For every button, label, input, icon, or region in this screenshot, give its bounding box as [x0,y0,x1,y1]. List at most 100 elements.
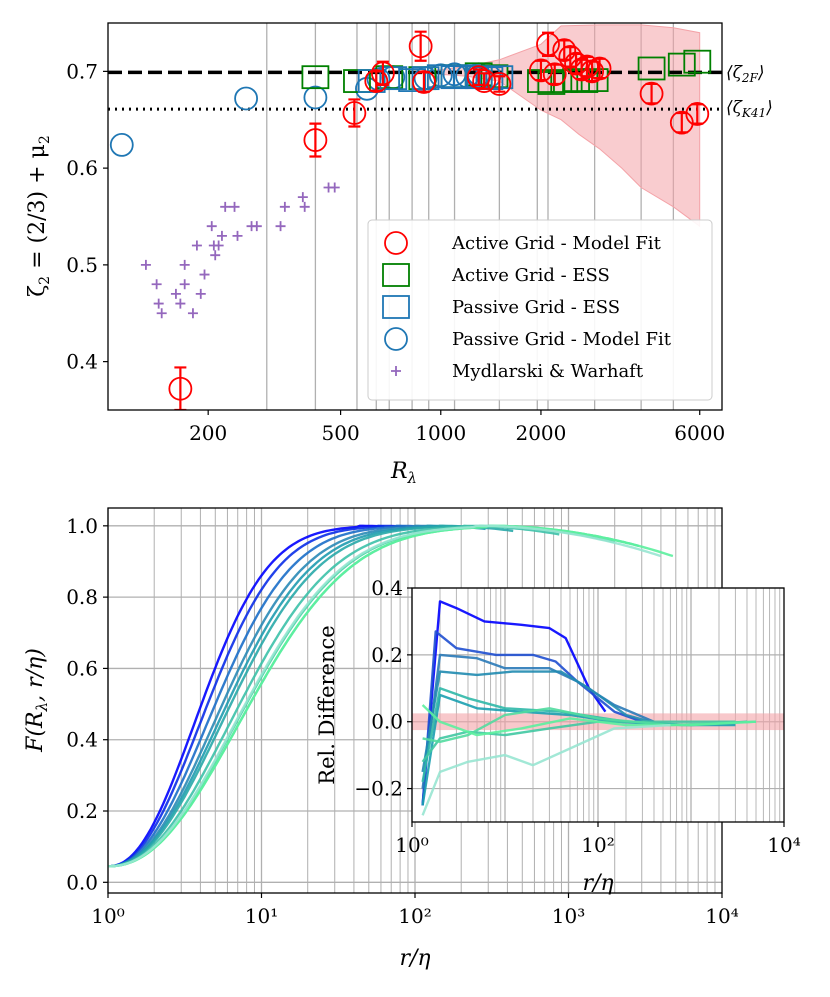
legend-entry-active-grid-ess: Active Grid - ESS [382,263,610,287]
mydlarski-warhaft-point-15 [213,240,224,251]
uncertainty-band [425,24,701,228]
inset-chart: 10⁰ 10² 10⁴ −0.2 0.0 0.2 0.4 r/η Rel. Differe… [315,576,801,896]
mydlarski-warhaft-point-5 [175,298,186,309]
mydlarski-warhaft-point-25 [299,201,310,212]
legend-marker [384,231,408,255]
active-grid-model-fit-point-8 [472,69,497,93]
mydlarski-warhaft-point-22 [275,221,286,232]
y-tick-label: 0.6 [66,656,98,680]
y-tick-label: 0.7 [66,59,98,83]
legend: Active Grid - Model Fit Active Grid - ESS… [367,219,713,401]
curve-curve-11 [108,524,661,868]
curve-curve-6 [108,524,514,868]
y-tick-label: 0.2 [66,799,98,823]
mydlarski-warhaft-point-0 [140,259,151,270]
curve-curve-10 [108,524,674,868]
bottom-y-ticks: 0.0 0.2 0.4 0.6 0.8 1.0 [66,514,108,894]
mydlarski-warhaft-point-24 [297,192,308,203]
legend-marker [382,263,410,287]
active-grid-ess-point-0 [301,65,330,90]
y-tick-label: 0.4 [66,350,98,374]
legend-entry-passive-grid-ess: Passive Grid - ESS [382,295,620,319]
x-tick-label: 1000 [415,421,466,445]
series-mydlarski-warhaft [140,182,340,319]
inset-x-ticks: 10⁰ 10² 10⁴ [395,822,801,857]
bottom-x-ticks: 10⁰ 10¹ 10² 10³ 10⁴ [91,893,739,928]
passive-grid-model-fit-point-0 [109,133,134,157]
active-grid-model-fit-point-19 [587,56,612,81]
active-grid-model-fit-point-9 [487,72,512,96]
x-tick-label: 10³ [552,904,585,928]
x-tick-label: 10⁰ [395,833,428,857]
active-grid-ess-point-14 [667,52,696,77]
top-axes-frame [107,22,723,411]
passive-grid-ess-point-6 [453,64,482,89]
inset-curve-d7 [421,720,736,763]
y-tick-label: 0.4 [66,728,98,752]
ref-label-zeta-2f: ⟨ζ2F⟩ [726,63,764,85]
y-tick-label: −0.2 [354,777,403,801]
active-grid-model-fit-point-3 [364,69,389,93]
error-bar [478,72,491,90]
legend-entry-passive-grid-model-fit: Passive Grid - Model Fit [384,327,672,351]
top-x-axis-label: Rλ [390,459,417,487]
mydlarski-warhaft-point-23 [279,201,290,212]
inset-curve-d4 [421,670,664,773]
mydlarski-warhaft-point-9 [191,240,202,251]
passive-grid-model-fit-point-2 [303,85,328,110]
y-tick-label: 0.6 [66,156,98,180]
inset-series [421,600,757,816]
passive-grid-ess-point-1 [379,66,408,91]
mydlarski-warhaft-point-3 [156,308,167,319]
active-grid-ess-point-15 [683,49,712,74]
inset-curve-d2 [421,630,643,806]
x-tick-label: 10² [398,904,431,928]
error-bar [414,30,427,62]
top-series [109,30,712,410]
x-tick-label: 500 [322,421,360,445]
top-y-axis-label: ζ2 = (2/3) + μ2 [25,135,53,297]
top-x-ticks: 200 500 1000 2000 6000 [189,410,725,445]
active-grid-model-fit-point-5 [408,34,433,59]
bottom-panel: 10⁰ 10¹ 10² 10³ 10⁴ 0.0 0.2 0.4 0.6 0.8 1.0 r/η F… [23,507,801,971]
passive-grid-ess-point-3 [411,66,440,91]
mydlarski-warhaft-point-27 [329,182,340,193]
legend-label: Mydlarski & Warhaft [452,361,644,382]
y-tick-label: 1.0 [66,514,98,538]
mydlarski-warhaft-point-14 [210,250,221,261]
x-tick-label: 2000 [515,421,566,445]
error-bar [348,98,361,128]
x-tick-label: 10⁰ [91,904,124,928]
legend-label: Passive Grid - ESS [452,297,620,318]
active-grid-model-fit-point-1 [303,128,328,152]
active-grid-model-fit-point-13 [552,38,577,62]
mydlarski-warhaft-point-19 [232,230,243,241]
mydlarski-warhaft-point-12 [206,221,217,232]
legend-entry-active-grid-model-fit: Active Grid - Model Fit [384,231,662,255]
active-grid-model-fit-point-17 [575,54,599,79]
mydlarski-warhaft-point-6 [179,279,190,290]
y-tick-label: 0.5 [66,253,98,277]
active-grid-ess-point-13 [637,56,666,81]
legend-entry-mydlarski-warhaft: Mydlarski & Warhaft [391,361,644,382]
mydlarski-warhaft-point-7 [179,259,190,270]
legend-label: Passive Grid - Model Fit [452,329,672,350]
x-tick-label: 10⁴ [705,904,738,928]
x-tick-label: 10² [581,833,614,857]
mydlarski-warhaft-point-18 [229,201,240,212]
active-grid-model-fit-point-4 [370,61,395,86]
x-tick-label: 6000 [674,421,725,445]
mydlarski-warhaft-point-11 [199,269,210,280]
mydlarski-warhaft-point-8 [187,308,198,319]
y-tick-label: 0.4 [371,576,403,600]
curve-curve-1 [108,524,385,868]
top-panel: 200 500 1000 2000 6000 0.4 0.5 0.6 0.7 ⟨ζ2F⟩ ⟨ζ… [25,22,773,487]
active-grid-ess-point-1 [343,69,371,93]
x-tick-label: 10¹ [245,904,278,928]
mydlarski-warhaft-point-17 [220,201,231,212]
active-grid-model-fit-point-20 [639,81,664,106]
legend-label: Active Grid - Model Fit [451,233,662,254]
error-bar [174,366,187,410]
active-grid-model-fit-point-22 [685,102,710,126]
